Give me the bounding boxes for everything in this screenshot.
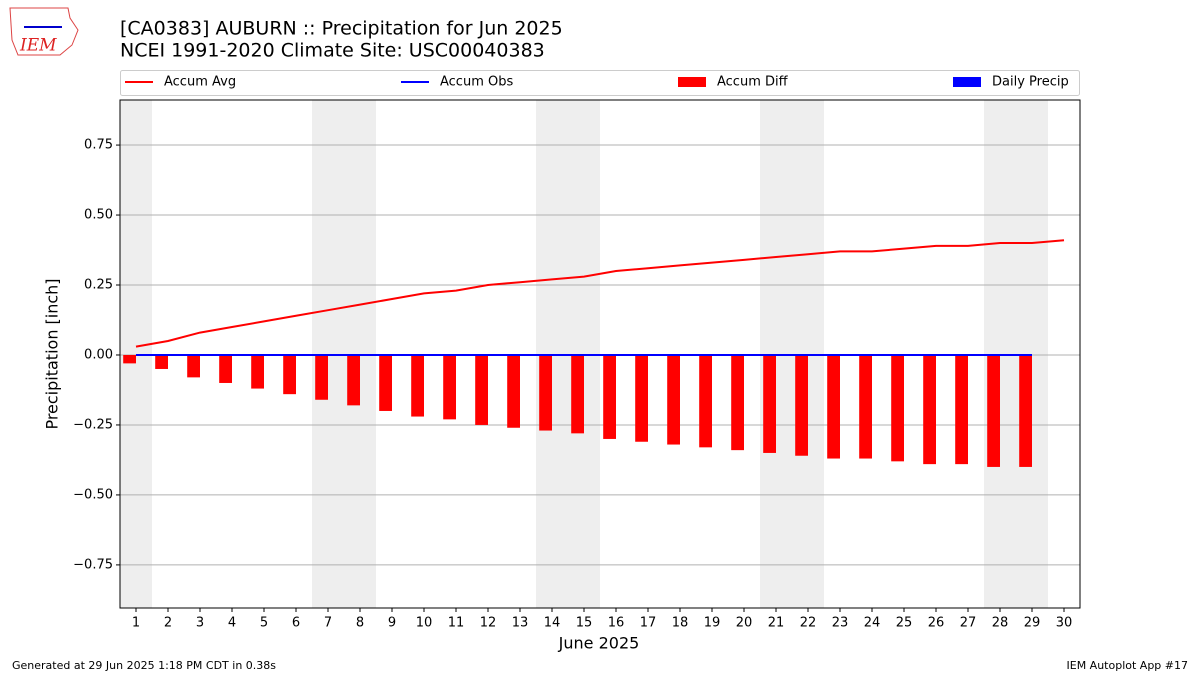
bar [987,354,1000,467]
bar [699,354,712,448]
legend-label: Daily Precip [992,75,1069,90]
y-tick-label: 0.25 [84,278,113,293]
x-tick-label: 29 [1024,616,1041,631]
bar [667,354,680,445]
bar [731,354,744,451]
x-tick-label: 2 [164,616,172,631]
x-tick-label: 21 [768,616,785,631]
x-tick-label: 18 [672,616,689,631]
bar [123,354,136,364]
bar [859,354,872,459]
bar [603,354,616,439]
x-tick-label: 20 [736,616,753,631]
y-tick-label: 0.50 [84,208,113,223]
line [135,239,1065,348]
x-tick-label: 11 [448,616,465,631]
footer-left: Generated at 29 Jun 2025 1:18 PM CDT in … [12,659,276,672]
legend-marker [678,77,706,87]
legend-label: Accum Avg [164,75,236,90]
logo-text: IEM [19,36,57,56]
bar [443,354,456,420]
bar [315,354,328,400]
footer-right: IEM Autoplot App #17 [1067,659,1189,672]
bar [955,354,968,465]
bar [507,354,520,428]
bar [891,354,904,462]
x-tick-label: 4 [228,616,236,631]
x-tick-label: 27 [960,616,977,631]
bar [219,354,232,383]
bar [347,354,360,406]
y-axis-label: Precipitation [inch] [43,278,62,429]
bar [539,354,552,431]
x-tick-label: 25 [896,616,913,631]
y-tick-label: 0.75 [84,138,113,153]
x-tick-label: 15 [576,616,593,631]
bar [827,354,840,459]
x-tick-label: 22 [800,616,817,631]
x-tick-label: 7 [324,616,332,631]
bar [411,354,424,417]
bar [763,354,776,453]
plot-frame [119,99,1081,609]
x-tick-label: 12 [480,616,497,631]
y-tick-label: −0.75 [73,557,113,572]
x-tick-label: 8 [356,616,364,631]
x-tick-label: 1 [132,616,140,631]
chart-subtitle: NCEI 1991-2020 Climate Site: USC00040383 [120,40,545,62]
legend-label: Accum Diff [717,75,789,90]
x-tick-label: 30 [1056,616,1073,631]
x-tick-label: 19 [704,616,721,631]
x-tick-label: 10 [416,616,433,631]
x-axis-label: June 2025 [558,634,640,653]
x-tick-label: 17 [640,616,657,631]
x-tick-label: 6 [292,616,300,631]
bar [635,354,648,442]
legend-box [120,70,1080,96]
bar [571,354,584,434]
x-tick-label: 5 [260,616,268,631]
bar [155,354,168,369]
bar [251,354,264,389]
x-tick-label: 16 [608,616,625,631]
x-tick-label: 13 [512,616,529,631]
x-tick-label: 9 [388,616,396,631]
bar [923,354,936,465]
legend-label: Accum Obs [440,75,513,90]
x-tick-label: 23 [832,616,849,631]
bar [795,354,808,456]
bar [1019,354,1032,467]
x-tick-label: 26 [928,616,945,631]
x-tick-label: 3 [196,616,204,631]
y-tick-label: −0.50 [73,487,113,502]
logo: IEM [9,7,79,56]
bar [475,354,488,425]
chart-title: [CA0383] AUBURN :: Precipitation for Jun… [120,18,563,40]
bar [187,354,200,378]
y-tick-label: 0.00 [84,347,113,362]
y-tick-label: −0.25 [73,417,113,432]
x-tick-label: 24 [864,616,881,631]
legend-marker [953,77,981,87]
x-tick-label: 14 [544,616,561,631]
bar [379,354,392,411]
logo-outline [9,7,79,56]
bar [283,354,296,395]
x-tick-label: 28 [992,616,1009,631]
